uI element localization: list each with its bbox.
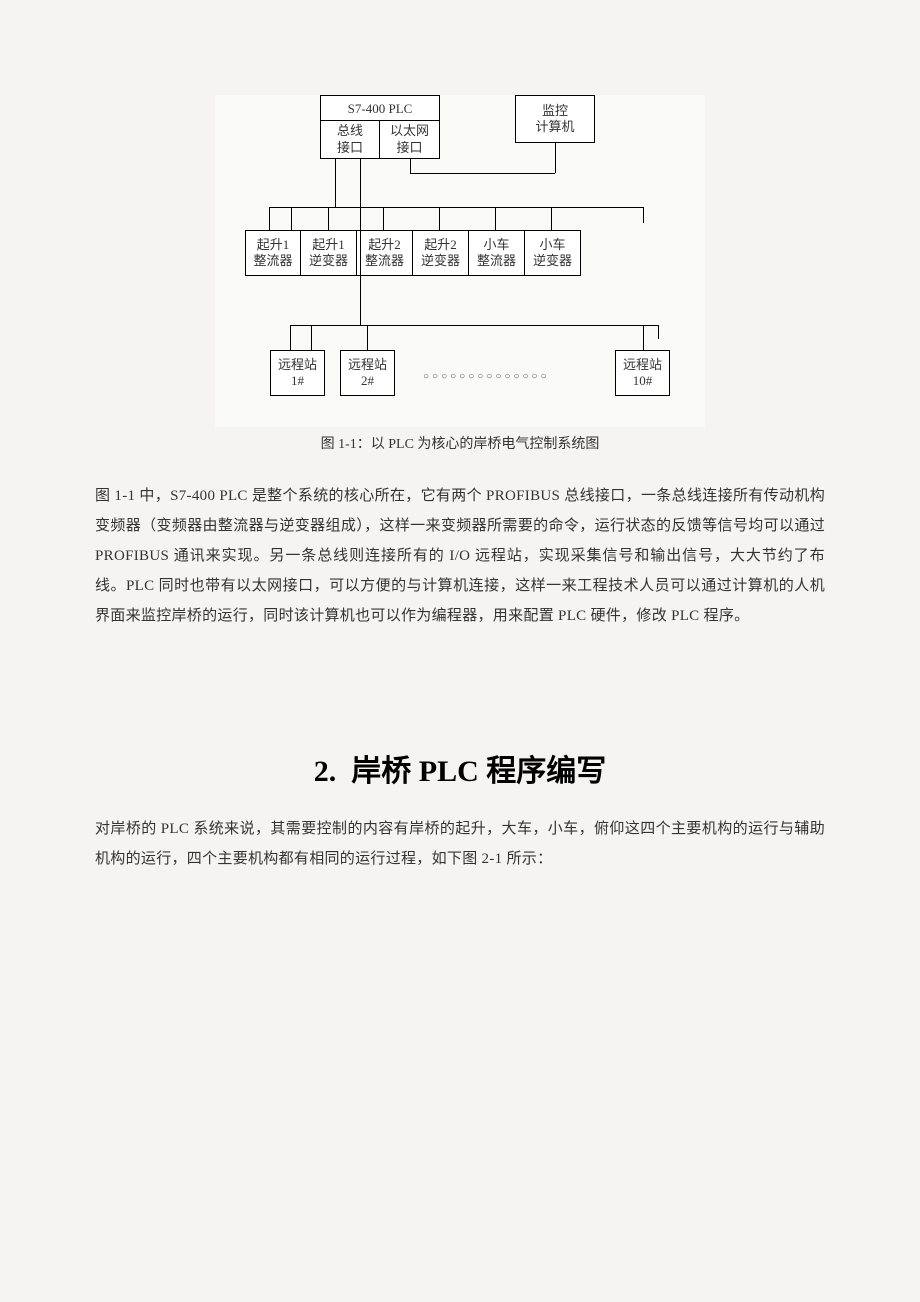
ellipsis-dots: ○○○○○○○○○○○○○○ — [423, 371, 550, 382]
row3-box-2: 远程站 10# — [615, 350, 670, 396]
plc-eth-port: 以太网 接口 — [380, 120, 439, 158]
section-title: 岸桥 PLC 程序编写 — [351, 755, 606, 788]
section-number: 2. — [314, 755, 337, 788]
monitor-l2: 计算机 — [535, 119, 574, 135]
row3-box-1: 远程站 2# — [340, 350, 395, 396]
plc-cell1-l2: 接口 — [321, 140, 379, 156]
plc-system-diagram: S7-400 PLC 总线 接口 以太网 接口 监控 计算机 — [215, 95, 705, 427]
row2-box-0: 起升1 整流器 — [245, 230, 301, 276]
plc-cell1-l1: 总线 — [321, 123, 379, 139]
row2-box-5: 小车 逆变器 — [525, 230, 581, 276]
monitor-l1: 监控 — [542, 103, 568, 119]
paragraph-2: 对岸桥的 PLC 系统来说，其需要控制的内容有岸桥的起升，大车，小车，俯仰这四个… — [95, 814, 825, 874]
plc-cell2-l2: 接口 — [380, 140, 439, 156]
row2-box-1: 起升1 逆变器 — [301, 230, 357, 276]
plc-box: S7-400 PLC 总线 接口 以太网 接口 — [320, 95, 440, 159]
figure-caption: 图 1-1：以 PLC 为核心的岸桥电气控制系统图 — [321, 433, 600, 453]
paragraph-1: 图 1-1 中，S7-400 PLC 是整个系统的核心所在，它有两个 PROFI… — [95, 481, 825, 631]
row3-box-0: 远程站 1# — [270, 350, 325, 396]
plc-title: S7-400 PLC — [321, 96, 439, 122]
row2-box-4: 小车 整流器 — [469, 230, 525, 276]
figure-1-1: S7-400 PLC 总线 接口 以太网 接口 监控 计算机 — [95, 95, 825, 453]
section-2-heading: 2. 岸桥 PLC 程序编写 — [95, 746, 825, 790]
plc-bus-port: 总线 接口 — [321, 120, 380, 158]
monitor-box: 监控 计算机 — [515, 95, 595, 143]
plc-cell2-l1: 以太网 — [380, 123, 439, 139]
row2-box-3: 起升2 逆变器 — [413, 230, 469, 276]
row2-box-2: 起升2 整流器 — [357, 230, 413, 276]
